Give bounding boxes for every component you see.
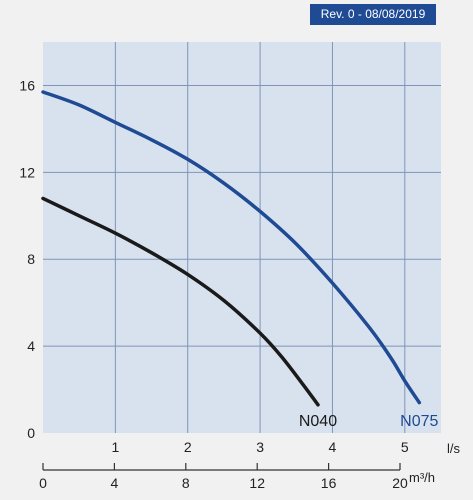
x-tick-label-ls: 5 — [401, 439, 409, 455]
x-tick-label-ls: 4 — [329, 439, 337, 455]
y-axis-ticks: 0 4 8 12 16 — [19, 77, 35, 441]
x-axis-ticks-m3h: 0 4 8 12 16 20 — [39, 463, 408, 491]
x-tick-label-m3h: 8 — [182, 475, 190, 491]
x-tick-label-ls: 2 — [184, 439, 192, 455]
x-axis-ticks-ls: 1 2 3 4 5 — [111, 439, 408, 455]
x-tick-label-m3h: 16 — [321, 475, 337, 491]
y-tick-label: 12 — [19, 164, 35, 180]
revision-badge: Rev. 0 - 08/08/2019 — [310, 4, 436, 25]
x-tick-label-m3h: 12 — [249, 475, 265, 491]
x-axis-unit-m3h: m³/h — [409, 470, 435, 485]
grid — [43, 42, 441, 433]
y-tick-label: 4 — [27, 338, 35, 354]
y-tick-label: 0 — [27, 425, 35, 441]
x-tick-label-m3h: 4 — [111, 475, 119, 491]
x-tick-label-m3h: 0 — [39, 475, 47, 491]
x-tick-label-m3h: 20 — [392, 475, 408, 491]
plot-area — [43, 42, 441, 433]
series-line-n075 — [41, 90, 422, 405]
series-lines: N040 N075 — [41, 90, 439, 430]
series-line-n040 — [41, 196, 320, 407]
y-tick-label: 8 — [27, 251, 35, 267]
series-label-n040: N040 — [299, 413, 337, 430]
x-axis-unit-ls: l/s — [447, 441, 461, 456]
y-tick-label: 16 — [19, 77, 35, 93]
series-label-n075: N075 — [400, 413, 438, 430]
x-tick-label-ls: 1 — [111, 439, 119, 455]
x-tick-label-ls: 3 — [256, 439, 264, 455]
